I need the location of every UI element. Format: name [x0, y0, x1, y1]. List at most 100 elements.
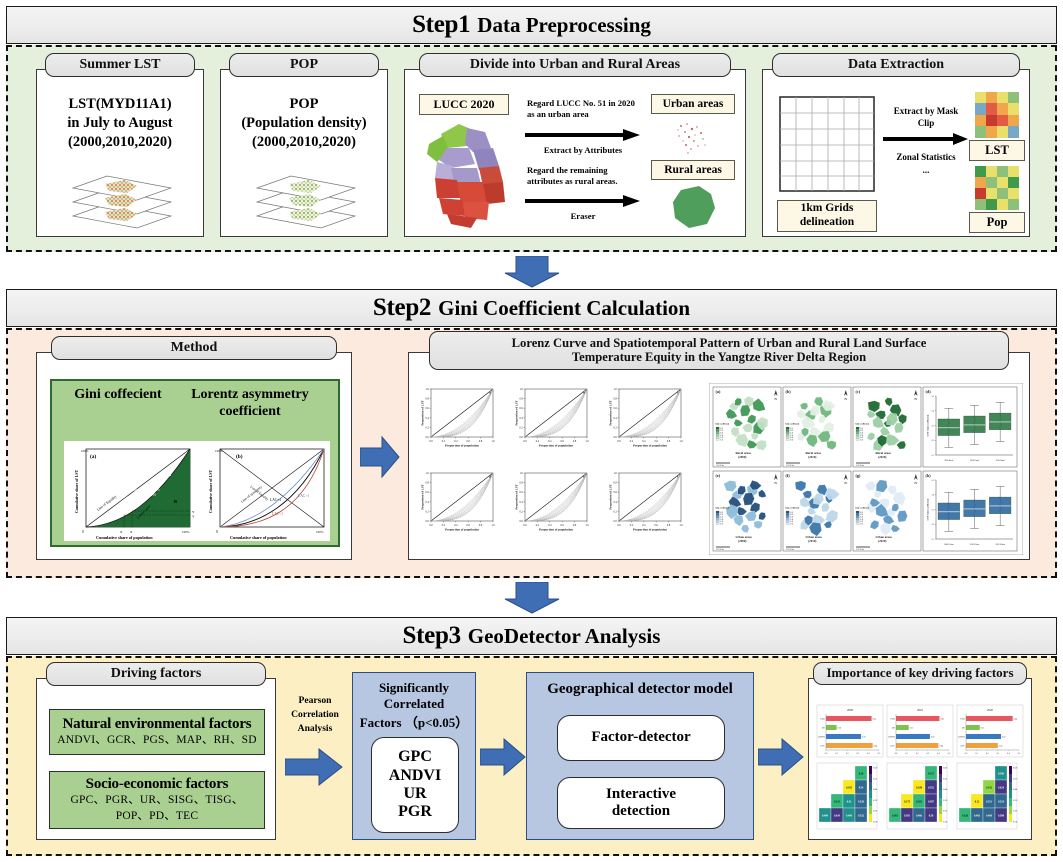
divide-note-bottom: Regard the remaining attributes as rural… [527, 165, 618, 187]
svg-text:0.50: 0.50 [720, 523, 723, 525]
svg-text:Proportion of population: Proportion of population [539, 528, 573, 532]
significant-title-line2: Correlated [383, 696, 445, 711]
svg-text:UR: UR [892, 728, 896, 730]
svg-text:100%: 100% [215, 449, 223, 453]
svg-text:LST Gini coefficient: LST Gini coefficient [927, 499, 930, 521]
svg-text:Proportion of population: Proportion of population [633, 528, 667, 532]
svg-text:0.8: 0.8 [425, 398, 429, 401]
svg-text:Proportion of population: Proportion of population [633, 444, 667, 448]
svg-text:0.18: 0.18 [720, 514, 723, 516]
panel-summer-lst-title: Summer LST [45, 53, 195, 78]
svg-text:1.0: 1.0 [491, 440, 495, 443]
svg-text:0 50 100 km: 0 50 100 km [856, 549, 865, 551]
pop-line2: (Population density) [241, 115, 367, 131]
svg-text:0.2: 0.2 [519, 510, 523, 513]
svg-text:0.0: 0.0 [429, 440, 433, 443]
svg-text:Gini coefficient: Gini coefficient [855, 508, 870, 510]
svg-text:0.12: 0.12 [910, 728, 914, 730]
svg-text:0.10: 0.10 [720, 512, 723, 514]
svg-text:N: N [844, 481, 847, 485]
svg-text:0.320: 0.320 [943, 800, 947, 802]
results-title-line1: Lorenz Curve and Spatiotemporal Pattern … [511, 336, 927, 350]
factor-andvi: ANDVI [388, 766, 442, 784]
step2-number: Step2 [372, 294, 432, 321]
interactive-detection-pill[interactable]: Interactive detection [557, 777, 725, 829]
svg-text:0.520: 0.520 [858, 801, 865, 804]
svg-text:1.0: 1.0 [679, 524, 683, 527]
svg-text:0.0: 0.0 [895, 753, 898, 755]
factor-detector-pill[interactable]: Factor-detector [557, 715, 725, 761]
svg-text:1.0: 1.0 [585, 440, 589, 443]
svg-text:(2010): (2010) [808, 539, 816, 543]
svg-text:0.557: 0.557 [873, 778, 877, 780]
svg-text:1.0: 1.0 [613, 472, 617, 475]
svg-text:0.3: 0.3 [932, 425, 934, 427]
svg-text:0.106: 0.106 [943, 822, 947, 824]
svg-text:0.50: 0.50 [720, 439, 723, 441]
svg-text:0.8: 0.8 [667, 440, 671, 443]
svg-text:0.207: 0.207 [873, 811, 877, 813]
step2-header: Step2 Gini Coefficient Calculation [6, 289, 1057, 327]
svg-text:0.8: 0.8 [519, 398, 523, 401]
lucc-map-icon [427, 124, 505, 228]
step3-title: GeoDetector Analysis [467, 623, 661, 648]
svg-text:0.56: 0.56 [929, 815, 934, 818]
panel-divide-urban-rural: Divide into Urban and Rural Areas LUCC 2… [404, 53, 746, 237]
svg-text:0.10: 0.10 [860, 512, 863, 514]
svg-text:Urban areas: Urban areas [735, 535, 752, 539]
svg-text:0 50 100 km: 0 50 100 km [716, 549, 725, 551]
svg-text:Cumulative share of LST: Cumulative share of LST [208, 470, 213, 513]
svg-text:0.0: 0.0 [965, 753, 968, 755]
step1-body: Summer LST LST(MYD11A1) in July to Augus… [6, 45, 1057, 252]
svg-text:0.2: 0.2 [932, 440, 934, 442]
step3-body: Driving factors Natural environmental fa… [6, 656, 1057, 856]
svg-text:X: X [130, 530, 133, 534]
svg-text:d: d [489, 475, 491, 479]
svg-text:0.0: 0.0 [429, 524, 433, 527]
interactive-detection-line1: Interactive [606, 785, 676, 802]
svg-text:0.18: 0.18 [860, 514, 863, 516]
svg-text:0.42: 0.42 [720, 521, 723, 523]
svg-text:0.26: 0.26 [790, 433, 793, 435]
svg-text:LAC=1: LAC=1 [270, 498, 281, 502]
svg-text:0.6: 0.6 [561, 524, 565, 527]
svg-text:0.1: 0.1 [905, 753, 908, 755]
svg-text:0.4: 0.4 [425, 501, 429, 504]
svg-text:0.108: 0.108 [916, 787, 923, 790]
svg-text:0.18: 0.18 [720, 430, 723, 432]
svg-text:UR: UR [962, 728, 966, 730]
svg-text:0.2: 0.2 [425, 426, 429, 429]
svg-text:0.8: 0.8 [425, 482, 429, 485]
svg-text:0.619: 0.619 [834, 815, 841, 818]
svg-text:Cumulative share of LST: Cumulative share of LST [74, 470, 79, 513]
step2-title: Gini Coefficient Calculation [438, 295, 691, 320]
svg-text:0.524: 0.524 [998, 801, 1005, 804]
svg-text:0.10: 0.10 [838, 728, 842, 730]
svg-text:2000: 2000 [847, 708, 854, 712]
svg-text:0.4: 0.4 [519, 501, 523, 504]
svg-text:0.10: 0.10 [720, 428, 723, 430]
svg-text:0.2: 0.2 [442, 440, 446, 443]
stacked-raster-layers-lst-icon [71, 175, 173, 229]
svg-text:(2010): (2010) [808, 455, 816, 459]
svg-text:0.26: 0.26 [790, 517, 793, 519]
svg-text:0.40: 0.40 [939, 746, 943, 748]
extraction-op1: Extract by Mask Clip [893, 106, 959, 128]
svg-text:0.8: 0.8 [613, 398, 617, 401]
svg-text:0.2: 0.2 [613, 510, 617, 513]
svg-text:0.42: 0.42 [790, 437, 793, 439]
svg-text:1.0: 1.0 [679, 440, 683, 443]
svg-text:Cumulative share of population: Cumulative share of population [230, 535, 287, 540]
svg-text:0.30: 0.30 [999, 746, 1003, 748]
svg-text:0.106: 0.106 [1013, 822, 1017, 824]
svg-text:2000 Rural: 2000 Rural [944, 460, 953, 462]
svg-text:0.1: 0.1 [932, 539, 934, 541]
svg-text:Proportion of LST: Proportion of LST [421, 484, 425, 510]
svg-text:LAC<1: LAC<1 [272, 512, 283, 516]
svg-text:0.42: 0.42 [720, 437, 723, 439]
svg-text:0.464: 0.464 [943, 789, 947, 791]
svg-text:GPC: GPC [961, 746, 966, 748]
svg-text:0.26: 0.26 [720, 433, 723, 435]
svg-text:(e): (e) [716, 473, 721, 478]
